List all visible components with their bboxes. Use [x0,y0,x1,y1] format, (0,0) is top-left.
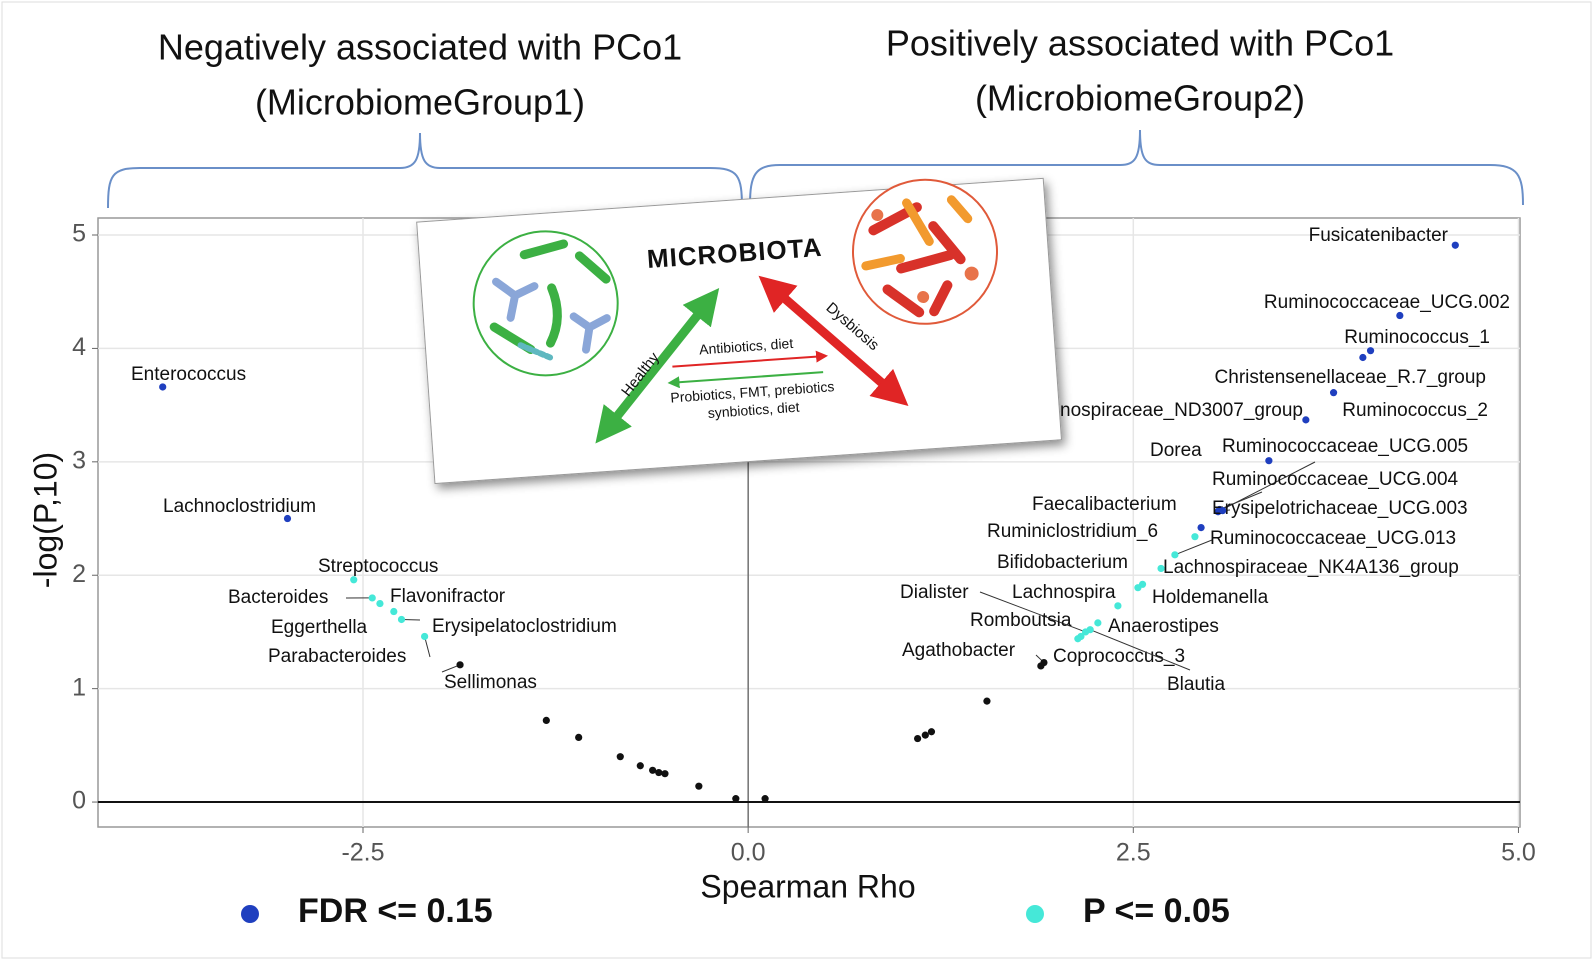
annotation: Positively associated with PCo1 [886,23,1394,64]
point [284,515,291,522]
point-label: Ruminococcaceae_UCG.002 [1264,292,1510,313]
y-tick-label: 0 [72,787,86,815]
point [983,698,990,705]
point [1452,242,1459,249]
point-label: Dorea [1150,440,1202,461]
point-label: Bacteroides [228,587,328,608]
y-tick-label: 3 [72,446,86,474]
point [928,728,935,735]
point [390,608,397,615]
point [617,753,624,760]
point-label: Enterococcus [131,364,246,385]
point-label: Ruminococcus_2 [1342,400,1488,421]
point-label: Coprococcus_3 [1053,646,1185,667]
legend-label: P <= 0.05 [1083,892,1230,930]
point [1367,347,1374,354]
legend-swatch [1026,905,1044,923]
x-tick-label: 5.0 [1501,839,1536,867]
point [1191,533,1198,540]
point [922,732,929,739]
point-label: Ruminococcaceae_UCG.005 [1222,436,1468,457]
point [1087,626,1094,633]
point [1396,312,1403,319]
brace [108,133,742,208]
point-label: Ruminiclostridium_6 [987,521,1158,542]
point [914,735,921,742]
point [1037,662,1044,669]
point-label: Christensenellaceae_R.7_group [1215,367,1486,388]
point [695,783,702,790]
point [543,717,550,724]
legend-swatch [241,905,259,923]
y-tick-label: 5 [72,220,86,248]
point [1359,354,1366,361]
point-label: Romboutsia [970,610,1072,631]
point [732,795,739,802]
point-label: Bifidobacterium [997,552,1128,573]
point-label: Ruminococcaceae_UCG.004 [1212,469,1459,490]
point-label: Lachnospiraceae_ND3007_group [1019,400,1303,421]
point-label: Parabacteroides [268,646,406,667]
point [1074,635,1081,642]
inset-image: MICROBIOTA Healthy Dysbiosis Antibiotics… [416,171,1061,483]
point [350,576,357,583]
point-label: Dialister [900,582,969,603]
point [655,769,662,776]
point-label: Lachnospira [1012,582,1116,603]
x-tick-label: 0.0 [731,839,766,867]
y-tick-label: 1 [72,673,86,701]
point [1330,389,1337,396]
annotation: (MicrobiomeGroup2) [975,78,1305,119]
x-tick-label: -2.5 [341,839,384,867]
x-axis-label: Spearman Rho [700,868,915,904]
point [1197,524,1204,531]
point-label: Faecalibacterium [1032,494,1177,515]
point-label: Blautia [1167,674,1226,695]
y-tick-label: 4 [72,333,86,361]
legend-label: FDR <= 0.15 [298,892,493,930]
point-label: Holdemanella [1152,587,1269,608]
point-label: Lachnospiraceae_NK4A136_group [1163,557,1459,578]
page: 0 1 2 3 4 5 -2.5 0.0 2.5 5.0 Fusicatenibacter Rumin… [0,0,1593,960]
y-axis-label: -log(P,10) [27,452,63,588]
x-tick-label: 2.5 [1116,839,1151,867]
point [661,770,668,777]
point-label: Flavonifractor [390,586,506,607]
point [456,661,463,668]
point-label: Ruminococcus_1 [1344,327,1490,348]
point [398,616,405,623]
point [376,600,383,607]
point [1219,507,1226,514]
point [637,762,644,769]
point [1157,565,1164,572]
point [159,383,166,390]
point [369,594,376,601]
point-label: Agathobacter [902,640,1016,661]
point [649,767,656,774]
point-label: Lachnoclostridium [163,496,316,517]
chart: 0 1 2 3 4 5 -2.5 0.0 2.5 5.0 Fusicatenibacter Rumin… [0,0,1593,960]
point [1134,584,1141,591]
point [1265,457,1272,464]
point [1094,619,1101,626]
point-label: Anaerostipes [1108,616,1219,637]
point-label: Erysipelatoclostridium [432,616,617,637]
point-label: Erysipelotrichaceae_UCG.003 [1212,498,1468,519]
point [1302,416,1309,423]
point [761,795,768,802]
point-label: Streptococcus [318,556,438,577]
point-label: Fusicatenibacter [1309,225,1449,246]
y-tick-label: 2 [72,560,86,588]
annotation: (MicrobiomeGroup1) [255,82,585,123]
point-label: Eggerthella [271,617,368,638]
point-label: Ruminococcaceae_UCG.013 [1210,528,1456,549]
point-label: Sellimonas [444,672,537,693]
point [1114,602,1121,609]
point [575,734,582,741]
point [421,633,428,640]
annotation: Negatively associated with PCo1 [158,27,682,68]
